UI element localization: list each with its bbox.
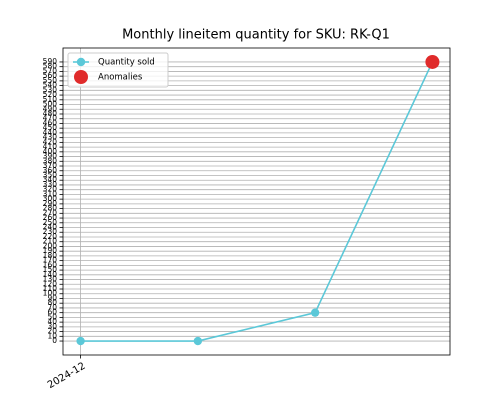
y-tick-label: 400 xyxy=(43,147,58,156)
y-tick-label: 590 xyxy=(43,57,58,66)
y-tick-label: 30 xyxy=(47,322,57,331)
y-tick-label: 440 xyxy=(43,128,58,137)
y-tick-label: 480 xyxy=(43,109,58,118)
y-tick-label: 410 xyxy=(43,142,58,151)
y-tick-label: 120 xyxy=(43,279,58,288)
y-tick-label: 310 xyxy=(43,189,58,198)
y-tick-label: 240 xyxy=(43,223,58,232)
y-tick-label: 80 xyxy=(47,298,57,307)
y-tick-label: 290 xyxy=(43,199,58,208)
y-tick-label: 130 xyxy=(43,275,58,284)
y-tick-label: 430 xyxy=(43,133,58,142)
y-tick-label: 180 xyxy=(43,251,58,260)
y-tick-label: 0 xyxy=(52,336,57,345)
y-tick-label: 370 xyxy=(43,161,58,170)
y-tick-label: 540 xyxy=(43,81,58,90)
legend-label: Quantity sold xyxy=(98,58,155,68)
legend-label: Anomalies xyxy=(98,73,143,83)
y-tick-label: 60 xyxy=(47,308,57,317)
legend-marker xyxy=(76,57,86,67)
series-line xyxy=(80,61,434,342)
y-tick-label: 520 xyxy=(43,90,58,99)
y-tick-label: 530 xyxy=(43,85,58,94)
point-marker xyxy=(76,336,85,346)
y-tick-label: 10 xyxy=(47,331,57,340)
y-tick-label: 40 xyxy=(47,317,57,326)
y-tick-label: 550 xyxy=(43,76,58,85)
y-tick-label: 380 xyxy=(43,156,58,165)
legend-box xyxy=(67,52,169,88)
y-tick-label: 50 xyxy=(47,312,57,321)
y-tick-label: 330 xyxy=(43,180,58,189)
y-tick-label: 110 xyxy=(43,284,58,293)
y-tick-label: 210 xyxy=(43,237,58,246)
y-tick-label: 250 xyxy=(43,218,58,227)
point-marker xyxy=(193,336,203,346)
y-tick-label: 90 xyxy=(47,293,57,302)
y-tick-label: 220 xyxy=(43,232,58,241)
y-tick-label: 320 xyxy=(43,185,58,194)
y-tick-label: 100 xyxy=(43,289,58,298)
y-tick-label: 280 xyxy=(43,204,58,213)
y-tick-label: 230 xyxy=(43,227,58,236)
y-tick-label: 160 xyxy=(43,260,58,269)
plot-frame xyxy=(62,47,451,356)
y-tick-label: 450 xyxy=(43,123,58,132)
y-tick-label: 460 xyxy=(43,118,58,127)
y-tick-label: 190 xyxy=(43,246,58,255)
legend-marker xyxy=(74,70,88,84)
chart-title: Monthly lineitem quantity for SKU: RK-Q1 xyxy=(122,28,390,43)
y-tick-label: 490 xyxy=(43,104,58,113)
y-tick-label: 470 xyxy=(43,114,58,123)
y-tick-label: 200 xyxy=(43,241,58,250)
y-tick-label: 140 xyxy=(43,270,58,279)
y-tick-label: 350 xyxy=(43,170,58,179)
y-tick-label: 570 xyxy=(43,66,58,75)
y-tick-label: 150 xyxy=(43,265,58,274)
y-tick-label: 360 xyxy=(43,166,58,175)
y-tick-label: 340 xyxy=(43,175,58,184)
point-marker xyxy=(310,308,320,317)
y-tick-label: 300 xyxy=(43,194,58,203)
x-tick-label: 2024-12 xyxy=(46,361,88,391)
y-tick-label: 260 xyxy=(43,213,58,222)
y-tick-label: 500 xyxy=(43,100,58,109)
y-tick-label: 510 xyxy=(43,95,58,104)
y-tick-label: 70 xyxy=(47,303,57,312)
y-tick-label: 270 xyxy=(43,208,58,217)
y-tick-label: 560 xyxy=(43,71,58,80)
y-tick-label: 170 xyxy=(43,256,58,265)
y-tick-label: 420 xyxy=(43,137,58,146)
legend: Quantity sold Anomalies xyxy=(67,52,169,88)
y-tick-label: 20 xyxy=(47,327,57,336)
anomaly-marker xyxy=(425,54,440,69)
y-tick-label: 390 xyxy=(43,152,58,161)
y-tick-label: 580 xyxy=(43,62,58,71)
